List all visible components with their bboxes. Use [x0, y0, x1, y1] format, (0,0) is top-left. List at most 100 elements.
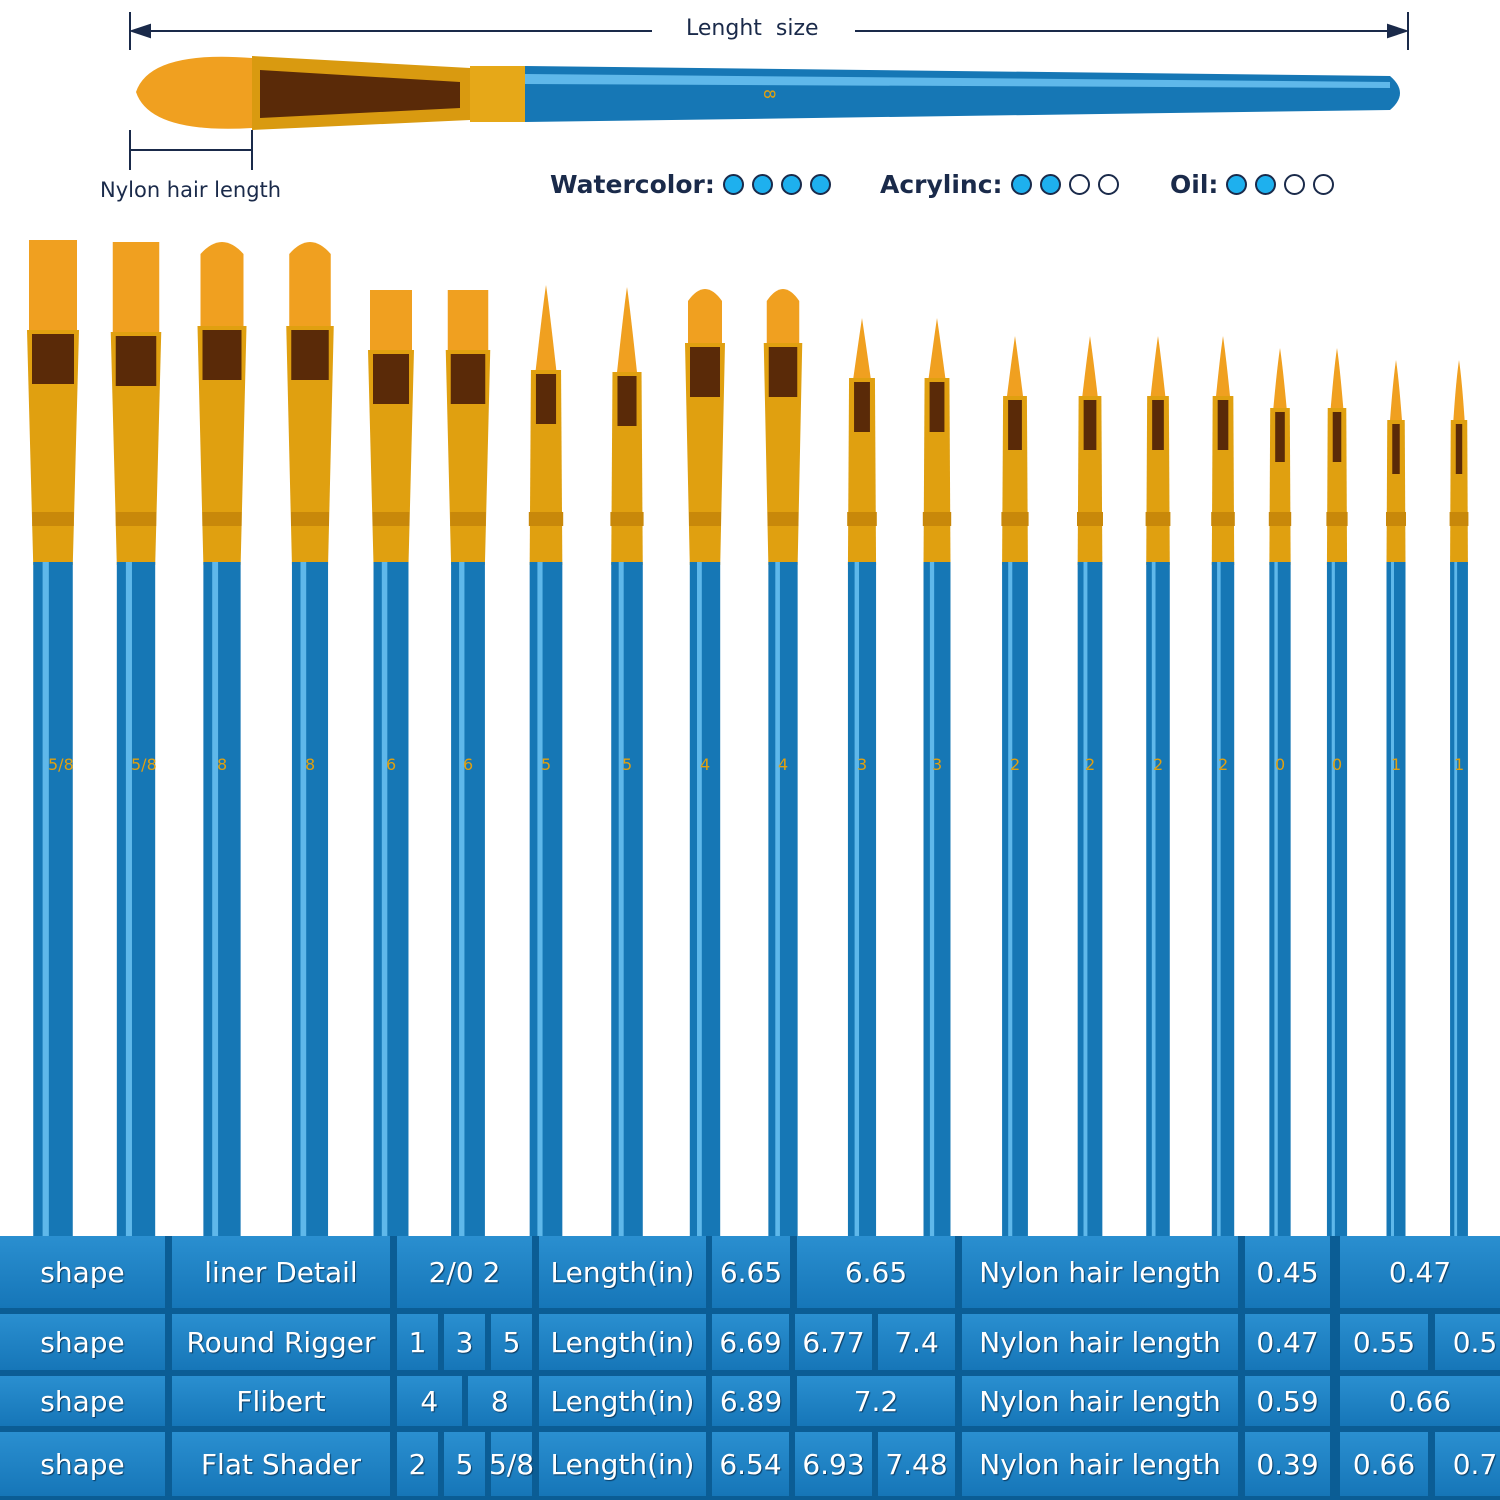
- brush-hair: [1150, 336, 1166, 400]
- brush: 4: [685, 289, 725, 1240]
- hair-length-value-cell: 0.66: [1340, 1432, 1428, 1496]
- brush-ferrule: [763, 343, 803, 565]
- brush-handle: [1326, 562, 1348, 1240]
- shape-cell: shape: [0, 1376, 165, 1426]
- hair-length-value-cell: 0.59: [1245, 1376, 1330, 1426]
- brush-handle: [1386, 562, 1406, 1240]
- brush-hair: [200, 242, 244, 330]
- brush-handle: [768, 562, 798, 1240]
- brush-size-label: 1: [1391, 755, 1401, 774]
- rating-dot-icon: [722, 174, 744, 195]
- sample-brush-size: 8: [760, 89, 779, 99]
- length-value-cell: 7.2: [797, 1376, 955, 1426]
- brush-hair: [766, 289, 800, 347]
- spec-table: shape liner Detail 2/0 2 Length(in) 6.65 6.65…: [0, 1236, 1500, 1500]
- brush-hair: [1273, 348, 1287, 412]
- brush-illustration: 8 5/8 5/8 8 8 6 6 5 5 4 4 3 3 2 2 2 2 0 0 1 1: [27, 12, 1469, 1240]
- brush-hair: [1453, 360, 1465, 424]
- brush: 5/8: [110, 242, 162, 1240]
- brush-type-cell: Flibert: [172, 1376, 390, 1426]
- length-value-cell: 6.65: [712, 1236, 790, 1308]
- shape-cell: shape: [0, 1314, 165, 1370]
- brush-hair: [447, 290, 489, 354]
- brush-size-label: 6: [463, 755, 473, 774]
- brush-size-label: 4: [700, 755, 710, 774]
- brush-size-label: 1: [1454, 755, 1464, 774]
- rating-watercolor: Watercolor:: [550, 170, 831, 199]
- brush-ferrule: [286, 326, 334, 565]
- brush-handle: [203, 562, 241, 1240]
- brush-ferrule: [1386, 420, 1406, 565]
- brush-handle: [451, 562, 485, 1240]
- brush-handle: [689, 562, 721, 1240]
- size-cell: 2: [397, 1432, 438, 1496]
- size-cell: 2/0 2: [397, 1236, 532, 1308]
- brush-handle: [1146, 562, 1170, 1240]
- brush-size-label: 0: [1332, 755, 1342, 774]
- rating-dot-icon: [1226, 174, 1248, 195]
- brush: 2: [1211, 336, 1235, 1240]
- brush: 5: [528, 285, 564, 1240]
- brush-hair: [370, 290, 412, 354]
- brush-hair: [29, 240, 77, 334]
- brush-ferrule: [685, 343, 725, 565]
- hair-length-value-cell: 0.5: [1435, 1314, 1500, 1370]
- length-label-cell: Length(in): [539, 1432, 706, 1496]
- size-cell: 4: [397, 1376, 462, 1426]
- brush-hair: [1215, 336, 1231, 400]
- length-size-label: Lenght size: [680, 16, 825, 41]
- length-label-cell: Length(in): [539, 1314, 706, 1370]
- nylon-hair-length-label: Nylon hair length: [100, 178, 282, 202]
- brush-hair: [112, 242, 160, 336]
- length-value-cell: 7.48: [878, 1432, 955, 1496]
- hair-length-value-cell: 0.45: [1245, 1236, 1330, 1308]
- hair-length-label-cell: Nylon hair length: [962, 1314, 1238, 1370]
- brush-ferrule: [27, 330, 79, 565]
- rating-dot-icon: [1097, 174, 1119, 195]
- brush: 2: [1145, 336, 1171, 1240]
- rating-dot-icon: [751, 174, 773, 195]
- length-value-cell: 7.4: [878, 1314, 955, 1370]
- hair-length-label-cell: Nylon hair length: [962, 1236, 1238, 1308]
- brush-handle: [1269, 562, 1291, 1240]
- brush-handle: [116, 562, 156, 1240]
- size-cell: 5/8: [489, 1432, 534, 1496]
- sample-brush: 8: [136, 56, 1400, 130]
- rating-dot-icon: [1255, 174, 1277, 195]
- hair-length-value-cell: 0.66: [1340, 1376, 1500, 1426]
- brush: 3: [922, 318, 952, 1240]
- brush-hair: [928, 318, 946, 382]
- brush-size-label: 2: [1153, 755, 1163, 774]
- brush-ferrule: [1450, 420, 1468, 565]
- size-cell: 1: [397, 1314, 438, 1370]
- brush-hair: [688, 289, 722, 347]
- brush: 2: [1001, 336, 1029, 1240]
- brush-size-label: 5/8: [131, 755, 157, 774]
- brush-hair: [616, 287, 638, 376]
- brush: 1: [1386, 360, 1406, 1240]
- brush-handle: [33, 562, 73, 1240]
- brush: 8: [197, 242, 247, 1240]
- brush-hair: [289, 242, 331, 330]
- brush: 8: [286, 242, 334, 1240]
- size-cell: 3: [444, 1314, 485, 1370]
- brush-handle: [1002, 562, 1028, 1240]
- rating-label: Oil:: [1170, 170, 1219, 199]
- length-value-cell: 6.93: [795, 1432, 872, 1496]
- brush-type-cell: Round Rigger: [172, 1314, 390, 1370]
- size-cell: 5: [491, 1314, 532, 1370]
- rating-dot-icon: [780, 174, 802, 195]
- brush-hair: [1081, 336, 1099, 400]
- brush-size-label: 3: [857, 755, 867, 774]
- hair-length-value-cell: 0.39: [1245, 1432, 1330, 1496]
- brush-handle: [611, 562, 643, 1240]
- brush-size-label: 2: [1010, 755, 1020, 774]
- brush-handle: [923, 562, 951, 1240]
- brush: 4: [763, 289, 803, 1240]
- length-value-cell: 6.54: [712, 1432, 789, 1496]
- rating-dot-icon: [1284, 174, 1306, 195]
- rating-label: Acrylinc:: [880, 170, 1003, 199]
- hair-length-label-cell: Nylon hair length: [962, 1432, 1238, 1496]
- rating-dot-icon: [1010, 174, 1032, 195]
- brush: 5: [610, 287, 644, 1240]
